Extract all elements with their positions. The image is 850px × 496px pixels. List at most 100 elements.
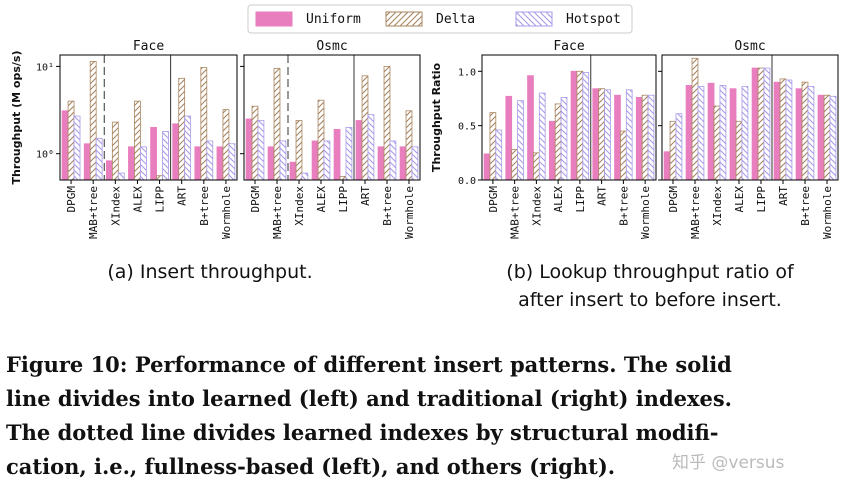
- y-tick-label: 10⁰: [36, 150, 54, 161]
- x-tick-label: LIPP: [337, 186, 350, 213]
- bar: [625, 89, 633, 181]
- x-tick-label: B+tree: [381, 186, 394, 226]
- x-tick-label: LIPP: [154, 186, 167, 213]
- x-tick-label: XIndex: [293, 186, 306, 226]
- legend-swatch: [255, 11, 293, 27]
- bar: [383, 65, 391, 181]
- panel-title: Face: [133, 39, 164, 54]
- bar: [67, 100, 75, 181]
- x-tick-label: MAB+tree: [87, 186, 100, 239]
- plot-frame: [661, 54, 839, 181]
- bar: [729, 88, 737, 181]
- figure-caption: line divides into learned (left) and tra…: [6, 386, 732, 411]
- bar: [795, 88, 803, 181]
- bar: [598, 88, 605, 181]
- panel-title: Face: [553, 39, 584, 54]
- legend-label: Delta: [436, 12, 475, 27]
- y-tick-label: 10¹: [36, 62, 54, 73]
- bar: [295, 120, 303, 181]
- bar: [411, 146, 419, 181]
- bar: [279, 140, 287, 181]
- bar: [184, 115, 192, 181]
- bar: [801, 81, 809, 181]
- x-tick-label: ART: [777, 186, 790, 206]
- bar: [206, 140, 214, 181]
- bar: [713, 105, 721, 181]
- bar: [111, 121, 119, 181]
- x-tick-label: XIndex: [109, 186, 122, 226]
- x-tick-label: LIPP: [574, 186, 587, 213]
- bar: [345, 127, 353, 181]
- x-tick-label: Wormhole: [639, 186, 652, 239]
- bar: [735, 120, 743, 181]
- bar: [691, 57, 699, 181]
- bar: [751, 67, 759, 181]
- figure-caption: Figure 10: Performance of different inse…: [6, 352, 732, 377]
- x-tick-label: B+tree: [198, 186, 211, 226]
- bar: [614, 94, 621, 181]
- x-tick-label: DPGM: [249, 186, 262, 213]
- bar: [228, 143, 236, 181]
- bar: [675, 113, 683, 181]
- bar: [389, 140, 397, 181]
- bar: [773, 81, 781, 181]
- bar: [289, 161, 297, 181]
- bar: [222, 109, 230, 181]
- bar: [807, 86, 815, 181]
- bar: [194, 146, 202, 181]
- bar: [483, 153, 491, 181]
- bar: [741, 86, 749, 181]
- bar: [128, 146, 135, 181]
- bar: [785, 79, 793, 181]
- x-tick-label: Wormhole: [403, 186, 416, 239]
- x-tick-label: ALEX: [315, 186, 328, 213]
- bar: [367, 114, 375, 181]
- bar: [355, 120, 363, 181]
- legend-swatch: [515, 11, 553, 27]
- bar: [576, 70, 584, 181]
- subcaption: after insert to before insert.: [518, 289, 782, 311]
- panel-title: Osmc: [734, 39, 765, 54]
- y-tick-label: 0.0: [458, 176, 476, 187]
- x-tick-label: ALEX: [131, 186, 144, 213]
- panel-title: Osmc: [316, 39, 347, 54]
- bar: [527, 75, 534, 181]
- x-tick-label: MAB+tree: [509, 186, 522, 239]
- bar: [511, 149, 518, 181]
- bar: [172, 123, 180, 181]
- bar: [647, 94, 655, 181]
- figure-caption: cation, i.e., fullness-based (left), and…: [6, 454, 615, 479]
- bar: [533, 152, 540, 181]
- bar: [251, 105, 259, 181]
- bar: [301, 172, 309, 181]
- bar: [719, 85, 727, 181]
- bar: [604, 89, 611, 181]
- bar: [377, 146, 385, 181]
- x-tick-label: Wormhole: [220, 186, 233, 239]
- x-tick-label: DPGM: [65, 186, 78, 213]
- subcaption: (b) Lookup throughput ratio of: [506, 261, 795, 283]
- bar: [707, 82, 715, 181]
- watermark: 知乎 @versus: [672, 453, 785, 473]
- x-tick-label: MAB+tree: [689, 186, 702, 239]
- bar: [178, 77, 186, 181]
- bar: [517, 100, 524, 181]
- bar: [89, 61, 97, 181]
- bar: [405, 110, 413, 181]
- legend-label: Uniform: [306, 12, 361, 27]
- bar: [763, 67, 771, 181]
- x-tick-label: MAB+tree: [271, 186, 284, 239]
- bar: [311, 140, 319, 181]
- bar: [669, 120, 677, 181]
- bar: [823, 94, 831, 181]
- bar: [641, 94, 649, 181]
- bar: [663, 151, 671, 181]
- legend-swatch: [385, 11, 423, 27]
- bar: [105, 160, 113, 181]
- x-tick-label: ART: [176, 186, 189, 206]
- x-tick-label: DPGM: [487, 186, 500, 213]
- bar: [95, 137, 103, 181]
- bar: [267, 146, 275, 181]
- figure-caption: The dotted line divides learned indexes …: [6, 420, 719, 445]
